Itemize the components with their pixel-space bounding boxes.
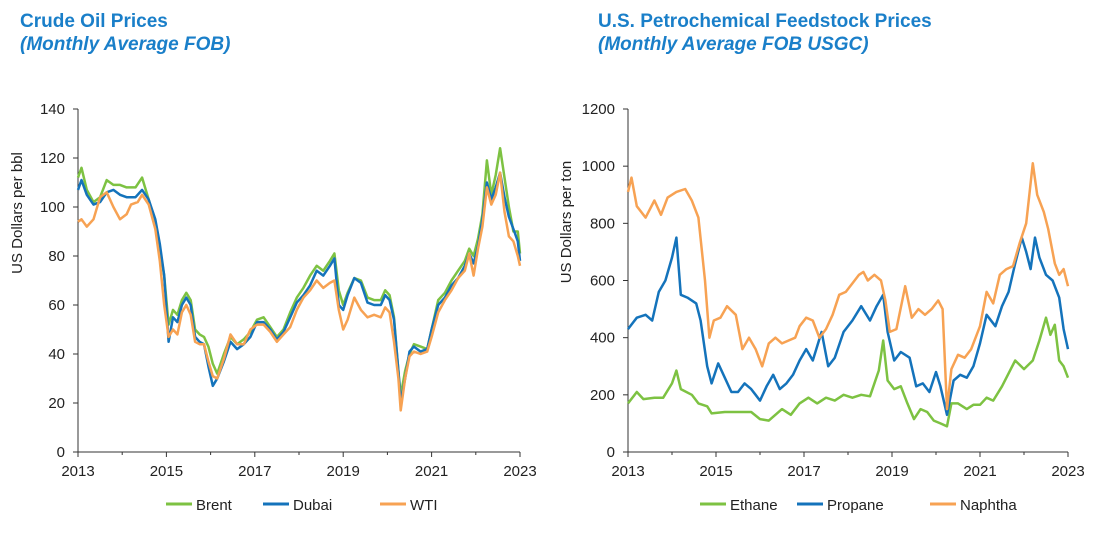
crude-legend-label-wti: WTI bbox=[410, 497, 438, 514]
crude-y-tick-label: 100 bbox=[40, 199, 65, 216]
crude-chart: 0 20 40 60 80 100 120 140 2013 2015 2017 2019 2021 20… bbox=[9, 101, 537, 514]
feedstock-y-tick-label: 0 bbox=[607, 444, 615, 461]
crude-y-tick-label: 40 bbox=[48, 346, 65, 363]
crude-legend-label-brent: Brent bbox=[196, 497, 233, 514]
crude-y-tick-label: 20 bbox=[48, 395, 65, 412]
feedstock-series-line-naphtha bbox=[626, 162, 1070, 411]
feedstock-x-tick-label: 2021 bbox=[963, 463, 996, 480]
feedstock-series-line-ethane bbox=[627, 316, 1070, 428]
feedstock-series-line-propane bbox=[627, 236, 1070, 417]
feedstock-x-tick-label: 2017 bbox=[787, 463, 820, 480]
feedstock-legend-label-ethane: Ethane bbox=[730, 497, 778, 514]
feedstock-x-tick-label: 2023 bbox=[1051, 463, 1084, 480]
feedstock-x-tick-label: 2015 bbox=[699, 463, 732, 480]
crude-x-tick-label: 2019 bbox=[327, 463, 360, 480]
crude-x-tick-label: 2017 bbox=[238, 463, 271, 480]
feedstock-chart: 0 200 400 600 800 1000 1200 2013 2015 2017 2019 202… bbox=[558, 101, 1085, 514]
crude-series-line-dubai bbox=[76, 171, 522, 405]
crude-y-tick-label: 120 bbox=[40, 150, 65, 167]
feedstock-title-main: U.S. Petrochemical Feedstock Prices bbox=[598, 11, 932, 32]
feedstock-y-tick-label: 200 bbox=[590, 387, 615, 404]
crude-legend-label-dubai: Dubai bbox=[293, 497, 332, 514]
feedstock-y-tick-label: 1200 bbox=[582, 101, 615, 118]
crude-x-tick-label: 2021 bbox=[415, 463, 448, 480]
feedstock-y-tick-label: 400 bbox=[590, 330, 615, 347]
feedstock-y-tick-label: 1000 bbox=[582, 158, 615, 175]
feedstock-x-tick-label: 2019 bbox=[875, 463, 908, 480]
crude-series-line-brent bbox=[76, 146, 522, 397]
crude-oil-chart-title: Crude Oil Prices (Monthly Average FOB) bbox=[20, 10, 230, 56]
crude-series-line-wti bbox=[77, 171, 522, 412]
crude-y-tick-label: 60 bbox=[48, 297, 65, 314]
crude-y-axis-label: US Dollars per bbl bbox=[9, 152, 26, 274]
feedstock-y-axis-label: US Dollars per ton bbox=[558, 161, 575, 284]
feedstock-x-tick-label: 2013 bbox=[611, 463, 644, 480]
crude-x-tick-label: 2015 bbox=[150, 463, 183, 480]
feedstock-legend-label-propane: Propane bbox=[827, 497, 884, 514]
crude-y-tick-label: 80 bbox=[48, 248, 65, 265]
feedstock-legend-label-naphtha: Naphtha bbox=[960, 497, 1017, 514]
crude-oil-title-sub: (Monthly Average FOB) bbox=[20, 34, 231, 55]
feedstock-chart-title: U.S. Petrochemical Feedstock Prices (Mon… bbox=[598, 10, 932, 56]
feedstock-y-tick-label: 600 bbox=[590, 273, 615, 290]
crude-y-tick-label: 140 bbox=[40, 101, 65, 118]
crude-oil-title-main: Crude Oil Prices bbox=[20, 11, 168, 32]
feedstock-title-sub: (Monthly Average FOB USGC) bbox=[598, 34, 869, 55]
crude-x-tick-label: 2013 bbox=[61, 463, 94, 480]
crude-x-tick-label: 2023 bbox=[503, 463, 536, 480]
feedstock-y-tick-label: 800 bbox=[590, 215, 615, 232]
crude-y-tick-label: 0 bbox=[57, 444, 65, 461]
